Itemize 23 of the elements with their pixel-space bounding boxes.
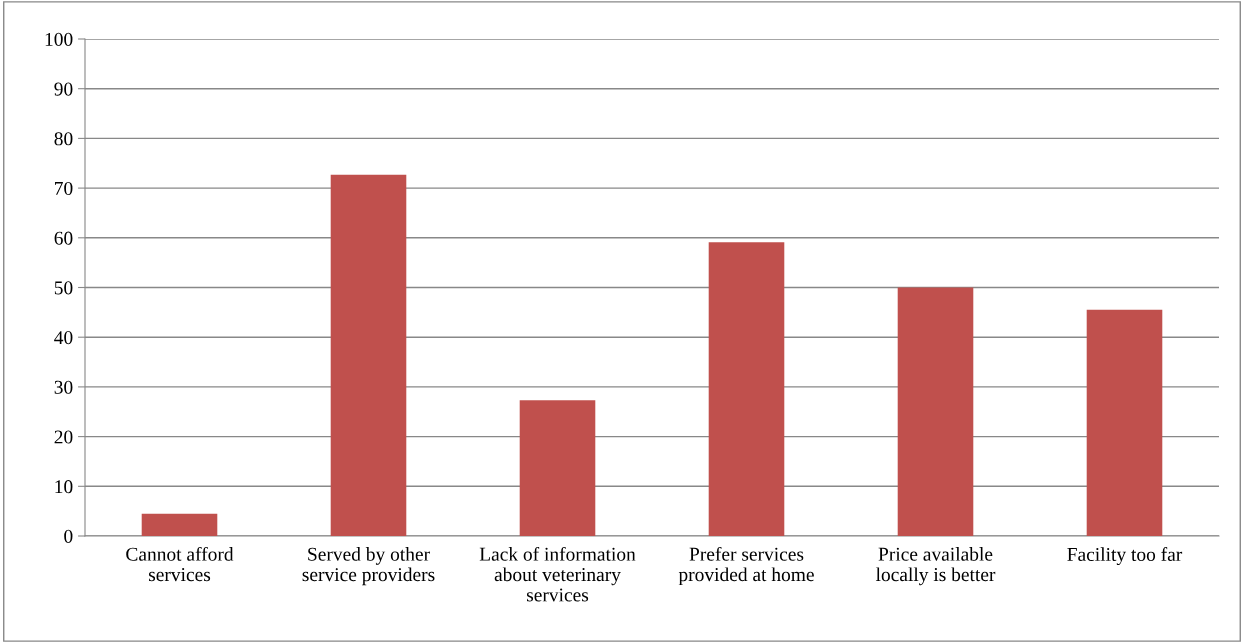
x-tick-label: Facility too far (1067, 547, 1183, 565)
x-tick-label: Price available locally is better (875, 547, 996, 586)
bar (330, 174, 407, 536)
y-tick-label: 10 (55, 480, 73, 494)
y-tick-label: 30 (54, 380, 73, 394)
x-tick-label: Prefer services provided at home (678, 546, 814, 586)
y-tick-label: 40 (54, 331, 73, 345)
bar (519, 400, 596, 536)
x-tick-label: Cannot afford services (126, 546, 234, 582)
y-tick-label: 0 (64, 529, 73, 543)
y-tick-label: 50 (54, 281, 73, 295)
bar (708, 242, 785, 536)
y-tick-label: 90 (54, 82, 73, 96)
y-tick-label: 70 (55, 181, 73, 196)
y-tick-label: 80 (54, 132, 73, 146)
y-tick-label: 20 (54, 430, 73, 444)
bar (141, 513, 218, 536)
y-tick-label: 60 (54, 231, 73, 245)
x-tick-label: Lack of information about veterinary services (479, 546, 636, 602)
bar (897, 287, 974, 536)
bar (1086, 309, 1163, 536)
x-tick-label: Served by other service providers (302, 547, 435, 586)
y-tick-label: 100 (45, 32, 73, 46)
